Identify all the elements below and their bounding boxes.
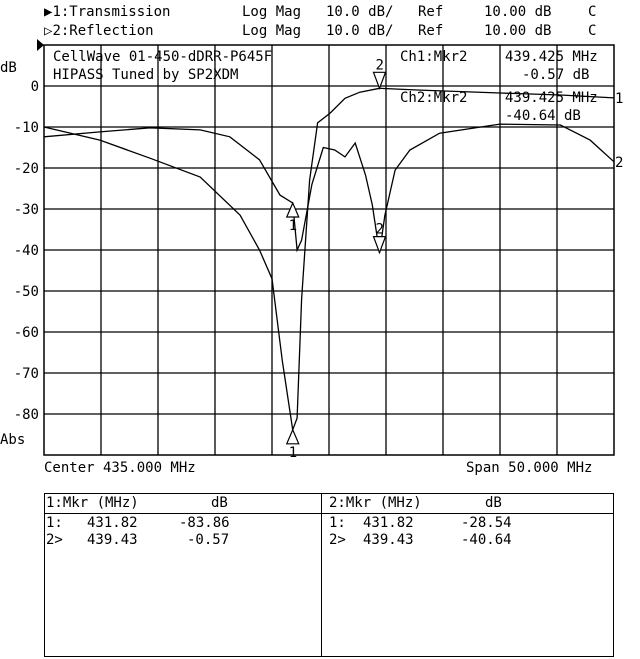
- channel-label: 1:Transmission: [52, 4, 171, 20]
- y-tick-label: -10: [14, 120, 39, 136]
- ch2-table-header-mkr: 2:Mkr (MHz): [329, 495, 422, 511]
- title-line-2: HIPASS Tuned by SP2XDM: [53, 67, 239, 83]
- channel-indicator-icon: ▷: [44, 23, 53, 39]
- ch1-marker-value: -0.57 dB: [522, 67, 590, 83]
- channel-2-ref-label: Ref: [418, 23, 444, 39]
- table-row: 1:: [46, 515, 63, 531]
- channel-1-scale: 10.0 dB/: [326, 4, 394, 20]
- ch1-marker-freq: 439.425 MHz: [505, 49, 598, 65]
- trace-end-label: 1: [615, 91, 623, 107]
- channel-2-flag: C: [588, 23, 597, 39]
- trace-end-label: 2: [615, 155, 623, 171]
- channel-2-header[interactable]: ▷2:Reflection: [44, 23, 154, 39]
- channel-1-format: Log Mag: [242, 4, 302, 20]
- ch1-table-header-mkr: 1:Mkr (MHz): [46, 495, 139, 511]
- trace-2: [43, 123, 615, 253]
- marker-triangle-down-icon: [372, 71, 387, 91]
- channel-1-ref-label: Ref: [418, 4, 444, 20]
- y-tick-label: -70: [14, 366, 39, 382]
- y-tick-label: 0: [31, 79, 39, 95]
- table-header-divider: [45, 513, 613, 514]
- marker-id: 1:: [329, 515, 346, 531]
- table-row: 1:: [329, 515, 346, 531]
- marker-freq: 439.43: [87, 532, 138, 548]
- marker-table: 1:Mkr (MHz) dB 1: 431.82 -83.86 2> 439.4…: [44, 493, 614, 657]
- marker-label: 2: [376, 222, 384, 238]
- center-frequency: Center 435.000 MHz: [44, 460, 196, 476]
- channel-1-flag: C: [588, 4, 597, 20]
- y-unit-label: dB: [0, 60, 17, 76]
- marker-db: -0.57: [187, 532, 230, 548]
- active-channel-indicator-icon: ▶: [44, 4, 53, 20]
- y-tick-label: -20: [14, 161, 39, 177]
- marker-db: -83.86: [179, 515, 230, 531]
- y-tick-label: -40: [14, 243, 39, 259]
- ch2-marker-freq: 439.425 MHz: [505, 90, 598, 106]
- y-tick-label: -80: [14, 407, 39, 423]
- channel-2-format: Log Mag: [242, 23, 302, 39]
- marker-triangle-up-icon: [285, 428, 300, 445]
- channel-1-header[interactable]: ▶1:Transmission: [44, 4, 170, 20]
- ch2-table-header-db: dB: [485, 495, 502, 511]
- ch2-marker-value: -40.64 dB: [505, 108, 581, 124]
- table-row: 2>: [329, 532, 346, 548]
- y-tick-label: -50: [14, 284, 39, 300]
- marker-db: -40.64: [461, 532, 512, 548]
- table-divider: [321, 494, 322, 656]
- channel-2-ref-value: 10.00 dB: [484, 23, 552, 39]
- marker-id: 1:: [46, 515, 63, 531]
- marker-triangle-down-icon: [372, 236, 387, 255]
- marker-label: 1: [289, 445, 297, 461]
- ch1-table-header-db: dB: [211, 495, 228, 511]
- y-scale-mode-label: Abs: [0, 432, 26, 448]
- title-line-1: CellWave 01-450-dDRR-P645F: [53, 49, 273, 65]
- channel-2-scale: 10.0 dB/: [326, 23, 394, 39]
- y-tick-label: -60: [14, 325, 39, 341]
- marker-triangle-up-icon: [285, 201, 300, 218]
- marker-id: 2>: [46, 532, 63, 548]
- channel-label: 2:Reflection: [52, 23, 154, 39]
- y-tick-label: -30: [14, 202, 39, 218]
- marker-freq: 431.82: [87, 515, 138, 531]
- ch1-marker-label: Ch1:Mkr2: [400, 49, 468, 65]
- graticule: [43, 44, 615, 456]
- ch2-marker-label: Ch2:Mkr2: [400, 90, 468, 106]
- marker-label: 1: [289, 218, 297, 234]
- marker-id: 2>: [329, 532, 346, 548]
- marker-freq: 431.82: [363, 515, 414, 531]
- marker-freq: 439.43: [363, 532, 414, 548]
- table-row: 2>: [46, 532, 63, 548]
- marker-db: -28.54: [461, 515, 512, 531]
- span-frequency: Span 50.000 MHz: [466, 460, 593, 476]
- marker-label: 2: [376, 57, 384, 73]
- reference-position-icon: [37, 39, 44, 51]
- trace-1: [43, 87, 615, 433]
- channel-1-ref-value: 10.00 dB: [484, 4, 552, 20]
